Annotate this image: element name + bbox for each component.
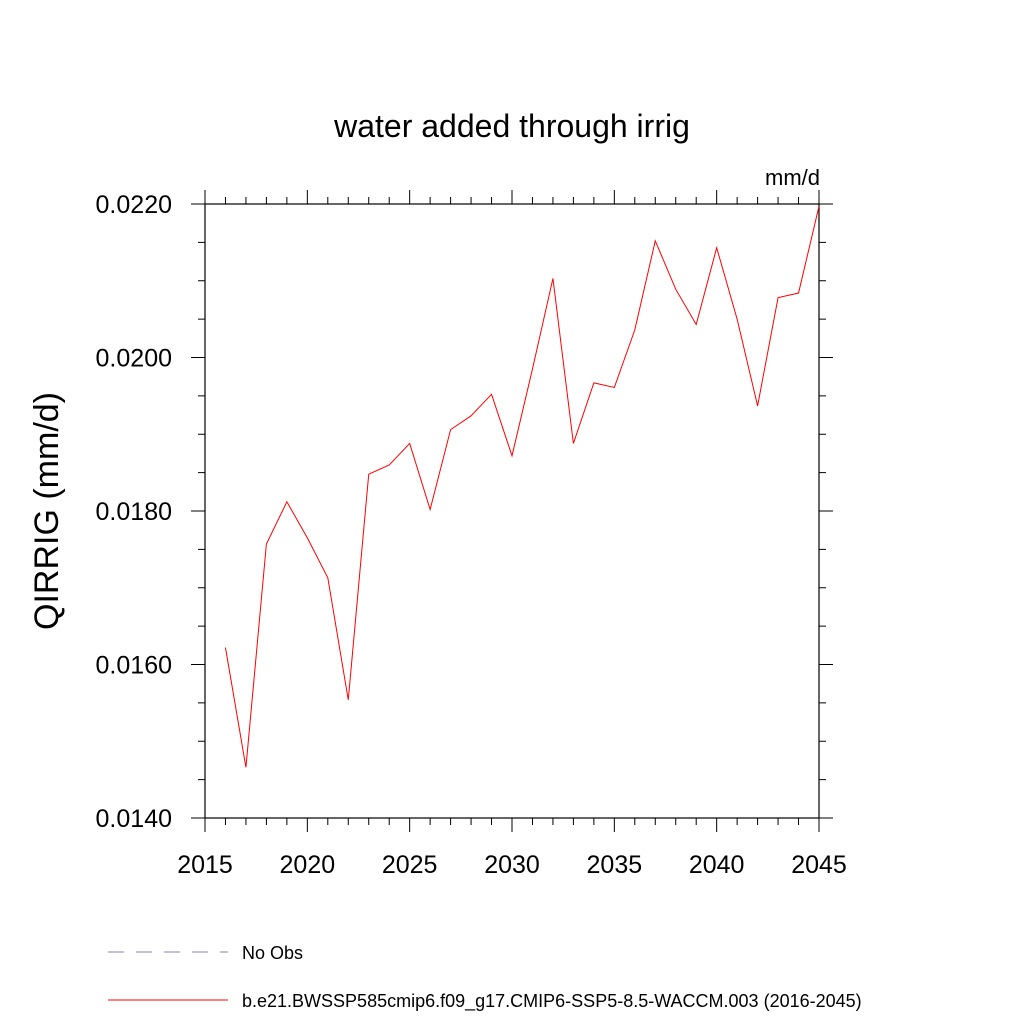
- y-tick-label: 0.0200: [96, 345, 172, 373]
- x-tick-label: 2015: [177, 851, 233, 879]
- x-tick-label: 2030: [484, 851, 540, 879]
- y-tick-label: 0.0140: [96, 805, 172, 833]
- x-tick-labels: 2015 2020 2025 2030 2035 2040 2045: [177, 851, 847, 879]
- x-tick-label: 2040: [689, 851, 745, 879]
- x-tick-label: 2035: [587, 851, 643, 879]
- x-tick-label: 2025: [382, 851, 438, 879]
- plot-frame: [204, 203, 820, 819]
- x-tick-label: 2045: [791, 851, 847, 879]
- series-line: [224, 206, 820, 768]
- y-axis-label: QIRRIG (mm/d): [28, 392, 66, 630]
- y-tick-label: 0.0180: [96, 498, 172, 526]
- series-lines: [224, 206, 820, 768]
- legend-label: No Obs: [242, 943, 303, 963]
- y-tick-label: 0.0220: [96, 191, 172, 219]
- x-tick-label: 2020: [280, 851, 336, 879]
- legend-label: b.e21.BWSSP585cmip6.f09_g17.CMIP6-SSP5-8…: [242, 991, 862, 1012]
- y-tick-label: 0.0160: [96, 652, 172, 680]
- legend: No Obs b.e21.BWSSP585cmip6.f09_g17.CMIP6-…: [108, 943, 862, 1012]
- axis-ticks: [191, 190, 833, 832]
- chart-title: water added through irrig: [333, 108, 690, 144]
- y-tick-labels: 0.0140 0.0160 0.0180 0.0200 0.0220: [96, 191, 172, 833]
- units-label: mm/d: [765, 165, 820, 190]
